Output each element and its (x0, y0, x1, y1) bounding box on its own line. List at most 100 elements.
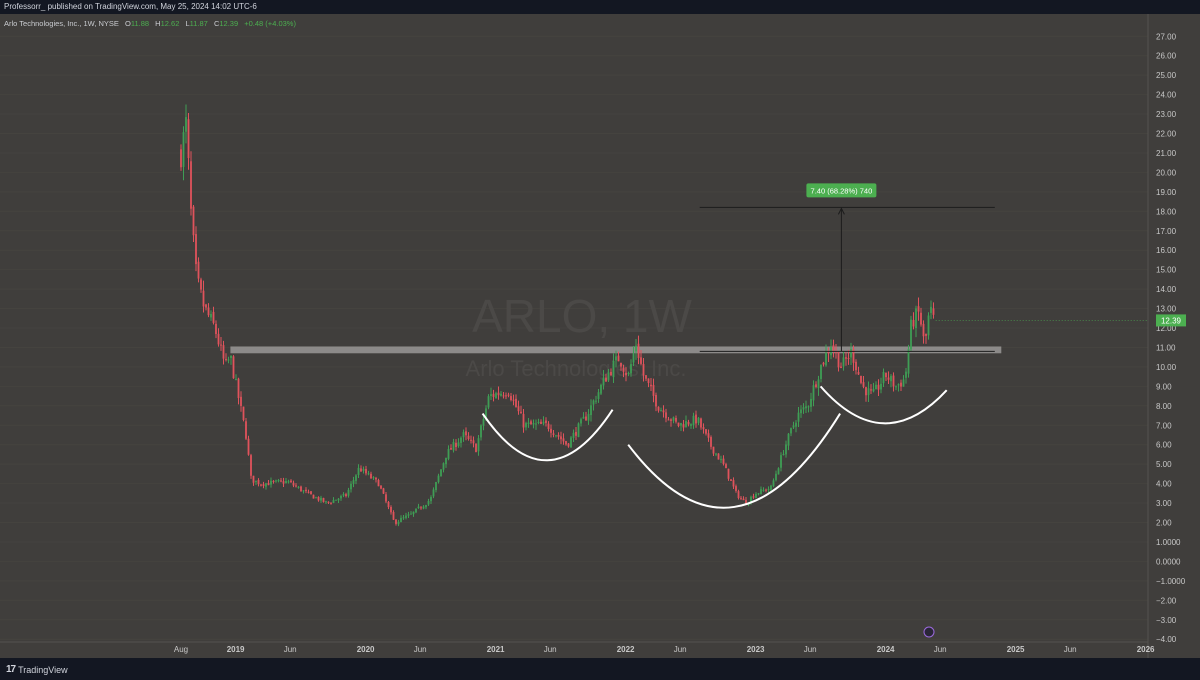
candle (430, 495, 432, 504)
candle (842, 350, 845, 371)
candle (297, 485, 300, 489)
candle-body (582, 416, 585, 419)
candle-body (427, 500, 430, 505)
candle-body (550, 428, 552, 433)
candle (597, 389, 600, 403)
event-icon[interactable] (923, 626, 935, 638)
candle (897, 383, 900, 392)
x-tick-label: Aug (174, 645, 188, 654)
candle (517, 400, 520, 415)
candle-body (357, 467, 360, 475)
candle (255, 480, 257, 486)
footer-bar (0, 658, 1200, 680)
candle (572, 429, 575, 442)
close-value: 12.39 (219, 19, 239, 28)
y-tick-label: 25.00 (1156, 71, 1177, 80)
candle (405, 512, 407, 520)
candle-body (670, 419, 672, 421)
candle-body (277, 480, 280, 482)
chart-area[interactable]: ARLO, 1W Arlo Technologies, Inc. 7.40 (6… (0, 14, 1200, 658)
candle (390, 505, 392, 515)
candle-body (612, 360, 615, 378)
candle (240, 391, 242, 412)
candle-body (445, 457, 447, 465)
measure-label: 7.40 (68.28%) 740 (811, 186, 873, 195)
candle-body (705, 429, 707, 434)
candle-body (530, 421, 532, 425)
candle-body (287, 481, 290, 483)
candle (300, 485, 302, 492)
candle (360, 465, 362, 472)
candle (872, 382, 875, 393)
candle-body (352, 480, 355, 484)
candle-body (805, 406, 807, 409)
candle (452, 438, 455, 453)
price-chart[interactable]: ARLO, 1W Arlo Technologies, Inc. 7.40 (6… (0, 14, 1200, 658)
candle-body (395, 519, 397, 524)
candle-body (382, 488, 385, 494)
candle (385, 491, 387, 504)
candle-body (457, 442, 460, 447)
candle (400, 515, 402, 523)
candle (262, 481, 265, 489)
candle-body (772, 480, 775, 487)
tradingview-logo[interactable]: 17 TradingView (6, 664, 68, 675)
cup-arc-3[interactable] (819, 385, 948, 425)
measure-arrow-head (837, 207, 845, 215)
candle-body (470, 439, 472, 441)
candle (660, 407, 662, 412)
candle (915, 305, 917, 338)
candle-body (865, 387, 867, 396)
candle (580, 417, 582, 427)
candle-body (567, 443, 570, 447)
candle (500, 390, 502, 397)
cup-arc-1[interactable] (481, 409, 614, 462)
candle (362, 466, 365, 474)
candle (860, 375, 862, 385)
candle-body (257, 479, 260, 485)
candle-body (340, 495, 342, 499)
candle-body (327, 501, 330, 503)
candle (190, 151, 192, 216)
symbol-legend[interactable]: Arlo Technologies, Inc., 1W, NYSE O11.88… (4, 19, 296, 28)
candle-body (507, 394, 510, 396)
candle-body (312, 494, 315, 499)
candle-body (712, 446, 715, 454)
candle (775, 470, 777, 482)
candle-body (510, 396, 512, 401)
candle (280, 478, 282, 483)
candle-body (667, 419, 670, 421)
candle (195, 226, 197, 272)
candle (652, 378, 655, 403)
candle-body (535, 423, 537, 425)
candle (310, 491, 312, 495)
candle-body (690, 424, 692, 426)
candle-body (482, 419, 485, 426)
candle (512, 394, 515, 406)
measure-label-box[interactable] (806, 183, 877, 198)
candle (582, 412, 585, 419)
candle (667, 417, 670, 421)
candle (845, 351, 847, 366)
cup-arc-2[interactable] (627, 413, 841, 509)
candle-body (877, 384, 880, 390)
candle-body (205, 304, 207, 308)
candle (930, 300, 932, 320)
x-tick-label: Jun (544, 645, 557, 654)
candle (635, 338, 637, 360)
candle (625, 367, 627, 382)
candle-body (465, 431, 467, 436)
candle-body (520, 411, 522, 414)
candle-body (295, 485, 297, 487)
candle-body (265, 483, 267, 487)
candle-body (195, 234, 197, 265)
candle (542, 416, 545, 426)
candle (532, 419, 535, 429)
resistance-zone[interactable] (230, 346, 1002, 354)
candle-body (882, 372, 885, 384)
candle (317, 496, 320, 502)
candle-body (485, 408, 487, 420)
candle-body (787, 433, 790, 446)
candle (695, 410, 697, 428)
candle-body (632, 353, 635, 363)
